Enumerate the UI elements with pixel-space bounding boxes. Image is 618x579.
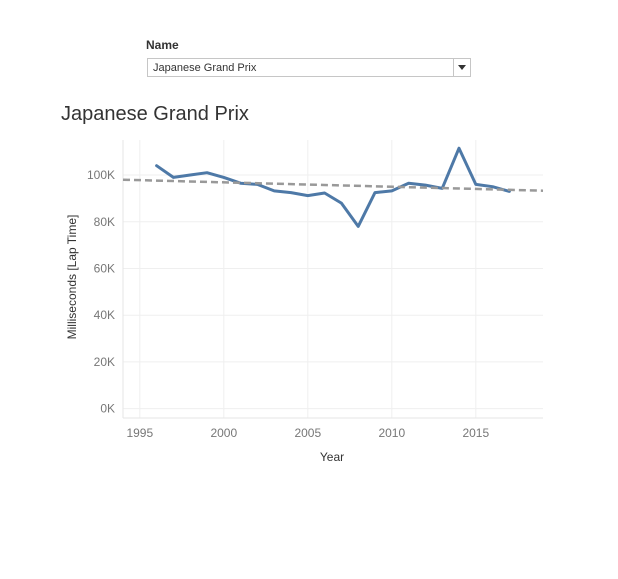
- x-tick-label: 2015: [462, 426, 489, 440]
- y-tick-label: 60K: [94, 261, 115, 275]
- name-filter-dropdown[interactable]: Japanese Grand Prix: [147, 58, 471, 77]
- x-tick-label: 1995: [126, 426, 153, 440]
- series-line: [155, 146, 511, 228]
- filter-label: Name: [146, 38, 179, 52]
- filter-selected-value: Japanese Grand Prix: [153, 62, 257, 74]
- dropdown-button[interactable]: [453, 59, 470, 76]
- trend-line: [122, 178, 544, 192]
- x-tick-label: 2005: [294, 426, 321, 440]
- y-axis-title: Milliseconds [Lap Time]: [65, 215, 79, 340]
- y-tick-label: 0K: [100, 402, 115, 416]
- x-tick-label: 2010: [378, 426, 405, 440]
- chart-title: Japanese Grand Prix: [61, 103, 249, 125]
- y-tick-label: 80K: [94, 215, 115, 229]
- chevron-down-icon: [458, 65, 466, 70]
- y-tick-label: 100K: [87, 168, 115, 182]
- x-tick-label: 2000: [210, 426, 237, 440]
- x-axis-title: Year: [320, 450, 344, 464]
- y-tick-label: 20K: [94, 355, 115, 369]
- y-tick-label: 40K: [94, 308, 115, 322]
